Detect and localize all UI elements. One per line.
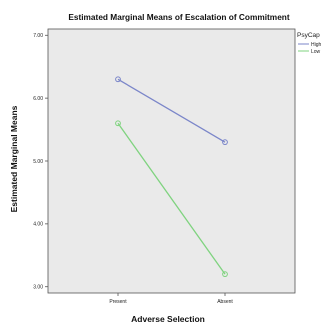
- chart-title: Estimated Marginal Means of Escalation o…: [68, 12, 290, 22]
- data-point-high: [222, 139, 228, 146]
- y-axis-title: Estimated Marginal Means: [9, 105, 19, 212]
- y-tick-label: 7.00: [33, 33, 43, 39]
- data-point-low: [222, 271, 228, 278]
- x-axis-title: Adverse Selection: [131, 314, 205, 324]
- x-axis: Present Absent: [109, 293, 233, 305]
- x-tick-label: Absent: [217, 299, 233, 305]
- legend-label-high: High: [311, 42, 322, 48]
- y-tick-label: 6.00: [33, 96, 43, 102]
- plot-area: [47, 28, 296, 294]
- y-tick-label: 4.00: [33, 222, 43, 228]
- y-tick-label: 5.00: [33, 159, 43, 165]
- data-point-high: [115, 76, 121, 83]
- series-line-low: [117, 122, 226, 275]
- y-axis: 3.00 4.00 5.00 6.00 7.00: [33, 33, 48, 291]
- legend-label-low: Low: [311, 49, 321, 55]
- data-point-low: [115, 120, 121, 127]
- legend-title: PsyCap: [297, 32, 320, 39]
- series-line-high: [117, 78, 226, 143]
- series-layer: [115, 76, 228, 278]
- y-tick-label: 3.00: [33, 285, 43, 291]
- x-tick-label: Present: [109, 299, 127, 305]
